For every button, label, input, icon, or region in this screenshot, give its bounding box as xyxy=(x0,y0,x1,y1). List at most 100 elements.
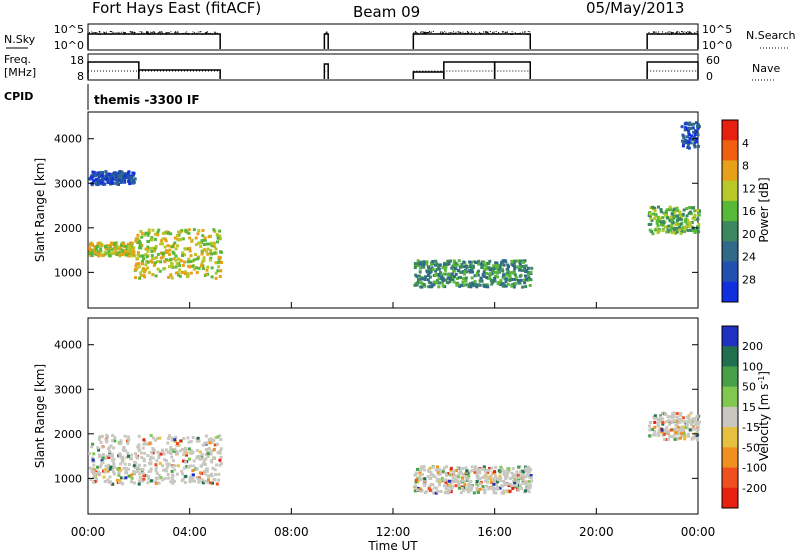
nsky-dot xyxy=(175,33,177,35)
velocity-echo xyxy=(94,477,98,481)
velocity-echo xyxy=(192,459,196,463)
power-echo xyxy=(682,135,686,139)
velocity-echo xyxy=(666,415,670,419)
power-echo xyxy=(156,252,160,256)
power-echo xyxy=(477,262,481,266)
velocity-echo xyxy=(519,470,523,474)
power-echo xyxy=(181,237,185,241)
velocity-echo xyxy=(163,458,166,462)
power-echo xyxy=(140,232,144,236)
nsky-dot xyxy=(176,31,178,33)
nsky-dot xyxy=(147,32,149,34)
velocity-echo xyxy=(695,438,699,442)
velocity-echo xyxy=(413,489,417,493)
velocity-echo xyxy=(100,434,104,438)
velocity-echo xyxy=(191,473,195,477)
nsky-dot xyxy=(110,31,112,33)
nsky-dot xyxy=(130,31,132,33)
power-echo xyxy=(141,254,145,258)
velocity-echo xyxy=(426,475,430,478)
velocity-echo xyxy=(672,415,676,418)
nsky-dot xyxy=(457,31,459,33)
power-echo xyxy=(171,245,174,249)
velocity-echo xyxy=(455,469,458,473)
power-echo xyxy=(440,277,444,281)
power-echo xyxy=(476,271,479,275)
power-echo xyxy=(686,146,690,149)
velocity-echo xyxy=(100,445,104,449)
power-echo xyxy=(113,242,116,246)
power-echo xyxy=(92,248,96,252)
velocity-echo xyxy=(103,468,107,472)
power-echoes xyxy=(88,121,701,289)
velocity-echo xyxy=(527,490,531,494)
power-echo xyxy=(197,255,201,259)
power-echo xyxy=(197,266,201,270)
velocity-echo xyxy=(679,429,683,433)
nsky-dot xyxy=(130,32,132,34)
power-echo xyxy=(661,229,665,233)
velocity-echo xyxy=(210,474,214,478)
x-axis-label: Time UT xyxy=(367,539,418,553)
power-echo xyxy=(683,225,687,229)
power-echo xyxy=(441,284,445,288)
power-echo xyxy=(177,233,181,237)
power-echo xyxy=(441,266,445,270)
velocity-echo xyxy=(138,463,141,467)
nsky-dot xyxy=(160,31,162,33)
velocity-echo xyxy=(483,491,487,495)
power-echo xyxy=(101,171,105,175)
velocity-echo xyxy=(449,481,453,485)
freq-line xyxy=(412,71,445,79)
power-echo xyxy=(697,213,701,217)
velocity-echo xyxy=(112,458,116,461)
velocity-echo xyxy=(433,475,437,479)
velocity-echo xyxy=(143,451,147,455)
power-echo xyxy=(453,274,456,278)
power-echo xyxy=(185,247,189,251)
power-echo xyxy=(428,275,432,279)
power-echo xyxy=(153,247,157,251)
power-echo xyxy=(190,238,194,242)
power-echo xyxy=(417,274,421,278)
power-echo xyxy=(113,245,117,249)
velocity-echo xyxy=(167,437,171,441)
velocity-echo xyxy=(146,474,150,478)
power-echo xyxy=(174,265,178,269)
power-echo xyxy=(430,266,434,270)
power-echo xyxy=(678,228,682,232)
power-echo xyxy=(524,274,527,278)
nsky-dot xyxy=(152,31,154,33)
power-echo xyxy=(146,260,150,264)
power-echo xyxy=(156,230,160,234)
velocity-echo xyxy=(505,472,509,476)
nsky-dot xyxy=(508,33,510,35)
velocity-echo xyxy=(103,470,107,474)
velocity-echo xyxy=(476,478,480,482)
power-echo xyxy=(493,271,497,274)
power-echo xyxy=(518,263,522,267)
velocity-echo xyxy=(151,456,155,460)
nsky-dot xyxy=(325,32,327,34)
nsky-dot xyxy=(419,31,421,33)
power-echo xyxy=(210,244,214,248)
velocity-echo xyxy=(524,489,528,493)
power-echo xyxy=(108,176,111,180)
nsky-dot xyxy=(433,33,435,35)
power-echo xyxy=(123,177,127,181)
velocity-echo xyxy=(126,441,130,445)
nsky-dot xyxy=(678,31,680,33)
power-echo xyxy=(659,210,663,214)
velocity-echo xyxy=(142,442,146,446)
power-echo xyxy=(453,267,457,270)
power-echo xyxy=(97,179,101,183)
nsky-dot xyxy=(458,33,460,35)
power-echo xyxy=(122,175,126,179)
power-echo xyxy=(104,176,108,180)
power-echo xyxy=(476,273,480,277)
nsky-dot xyxy=(416,32,418,34)
velocity-echo xyxy=(661,411,664,415)
power-echo xyxy=(501,269,505,273)
velocity-echo xyxy=(665,420,669,424)
velocity-echo xyxy=(88,451,92,455)
